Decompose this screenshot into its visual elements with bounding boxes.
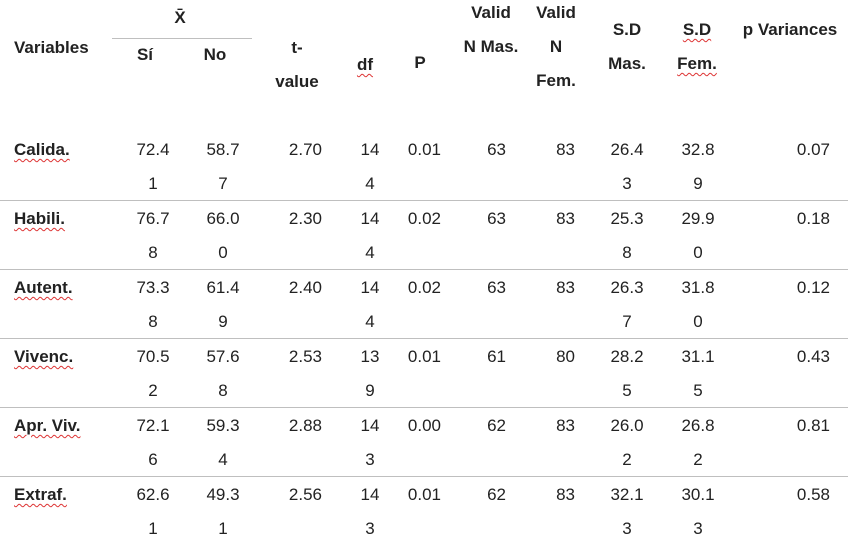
table-cell: 72.41 xyxy=(136,140,170,193)
header-cell: p Variances xyxy=(742,20,838,39)
table-cell: 58.77 xyxy=(206,140,240,193)
row-label: Autent. xyxy=(14,278,73,297)
table-cell: 143 xyxy=(360,416,380,469)
table-cell: 144 xyxy=(360,278,380,331)
row-rule xyxy=(0,269,848,270)
table-cell: 59.34 xyxy=(206,416,240,469)
table-cell: 62 xyxy=(487,485,506,504)
header-cell: P xyxy=(414,53,426,72)
table-cell: 0.43 xyxy=(796,347,830,366)
table-cell: 70.52 xyxy=(136,347,170,400)
table-cell: 80 xyxy=(556,347,575,366)
table-cell: 144 xyxy=(360,140,380,193)
table-cell: 28.25 xyxy=(610,347,644,400)
header-cell: X̄ xyxy=(174,8,186,27)
row-rule xyxy=(0,476,848,477)
table-cell: 26.37 xyxy=(610,278,644,331)
table-cell: 0.01 xyxy=(407,140,441,159)
row-label: Habili. xyxy=(14,209,66,228)
header-cell: No xyxy=(203,45,227,64)
table-cell: 72.16 xyxy=(136,416,170,469)
table-cell: 2.40 xyxy=(288,278,322,297)
row-rule xyxy=(0,200,848,201)
table-cell: 0.18 xyxy=(796,209,830,228)
header-cell: Sí xyxy=(136,45,154,64)
table-cell: 57.68 xyxy=(206,347,240,400)
header-cell: S.D Fem. xyxy=(677,20,717,73)
table-cell: 29.90 xyxy=(681,209,715,262)
table-cell: 0.01 xyxy=(407,485,441,504)
row-label: Apr. Viv. xyxy=(14,416,81,435)
table-cell: 2.88 xyxy=(288,416,322,435)
table-cell: 32.13 xyxy=(610,485,644,538)
table-cell: 30.13 xyxy=(681,485,715,538)
table-cell: 61 xyxy=(487,347,506,366)
table-cell: 83 xyxy=(556,278,575,297)
header-cell: Valid N Mas. xyxy=(463,3,519,56)
header-cell: Valid N Fem. xyxy=(536,3,576,90)
table-cell: 83 xyxy=(556,209,575,228)
table-cell: 2.70 xyxy=(288,140,322,159)
table-cell: 76.78 xyxy=(136,209,170,262)
table-cell: 31.15 xyxy=(681,347,715,400)
table-cell: 32.89 xyxy=(681,140,715,193)
table-cell: 2.53 xyxy=(288,347,322,366)
table-cell: 83 xyxy=(556,485,575,504)
table-cell: 83 xyxy=(556,416,575,435)
table-cell: 0.00 xyxy=(407,416,441,435)
header-cell: S.D Mas. xyxy=(608,20,646,73)
row-label: Extraf. xyxy=(14,485,67,504)
table-cell: 26.02 xyxy=(610,416,644,469)
table-cell: 0.12 xyxy=(796,278,830,297)
table-cell: 61.49 xyxy=(206,278,240,331)
table-cell: 2.30 xyxy=(288,209,322,228)
table-cell: 49.31 xyxy=(206,485,240,538)
table-cell: 0.58 xyxy=(796,485,830,504)
table-cell: 2.56 xyxy=(288,485,322,504)
table-cell: 62 xyxy=(487,416,506,435)
table-cell: 143 xyxy=(360,485,380,538)
row-rule xyxy=(0,338,848,339)
table-cell: 0.07 xyxy=(796,140,830,159)
table-cell: 26.82 xyxy=(681,416,715,469)
table-cell: 62.61 xyxy=(136,485,170,538)
table-cell: 0.02 xyxy=(407,278,441,297)
row-rule xyxy=(0,407,848,408)
header-cell: t-value xyxy=(275,38,319,91)
table-cell: 66.00 xyxy=(206,209,240,262)
row-label: Calida. xyxy=(14,140,70,159)
table-cell: 0.81 xyxy=(796,416,830,435)
table-cell: 139 xyxy=(360,347,380,400)
table-cell: 31.80 xyxy=(681,278,715,331)
table-cell: 25.38 xyxy=(610,209,644,262)
table-cell: 63 xyxy=(487,140,506,159)
header-cell: df xyxy=(356,55,374,74)
table-cell: 73.38 xyxy=(136,278,170,331)
table-cell: 144 xyxy=(360,209,380,262)
header-cell: Variables xyxy=(14,38,89,57)
table-cell: 0.02 xyxy=(407,209,441,228)
table-cell: 0.01 xyxy=(407,347,441,366)
table-cell: 63 xyxy=(487,278,506,297)
mean-rule xyxy=(112,38,252,39)
row-label: Vivenc. xyxy=(14,347,74,366)
table-cell: 83 xyxy=(556,140,575,159)
table-cell: 26.43 xyxy=(610,140,644,193)
table-cell: 63 xyxy=(487,209,506,228)
